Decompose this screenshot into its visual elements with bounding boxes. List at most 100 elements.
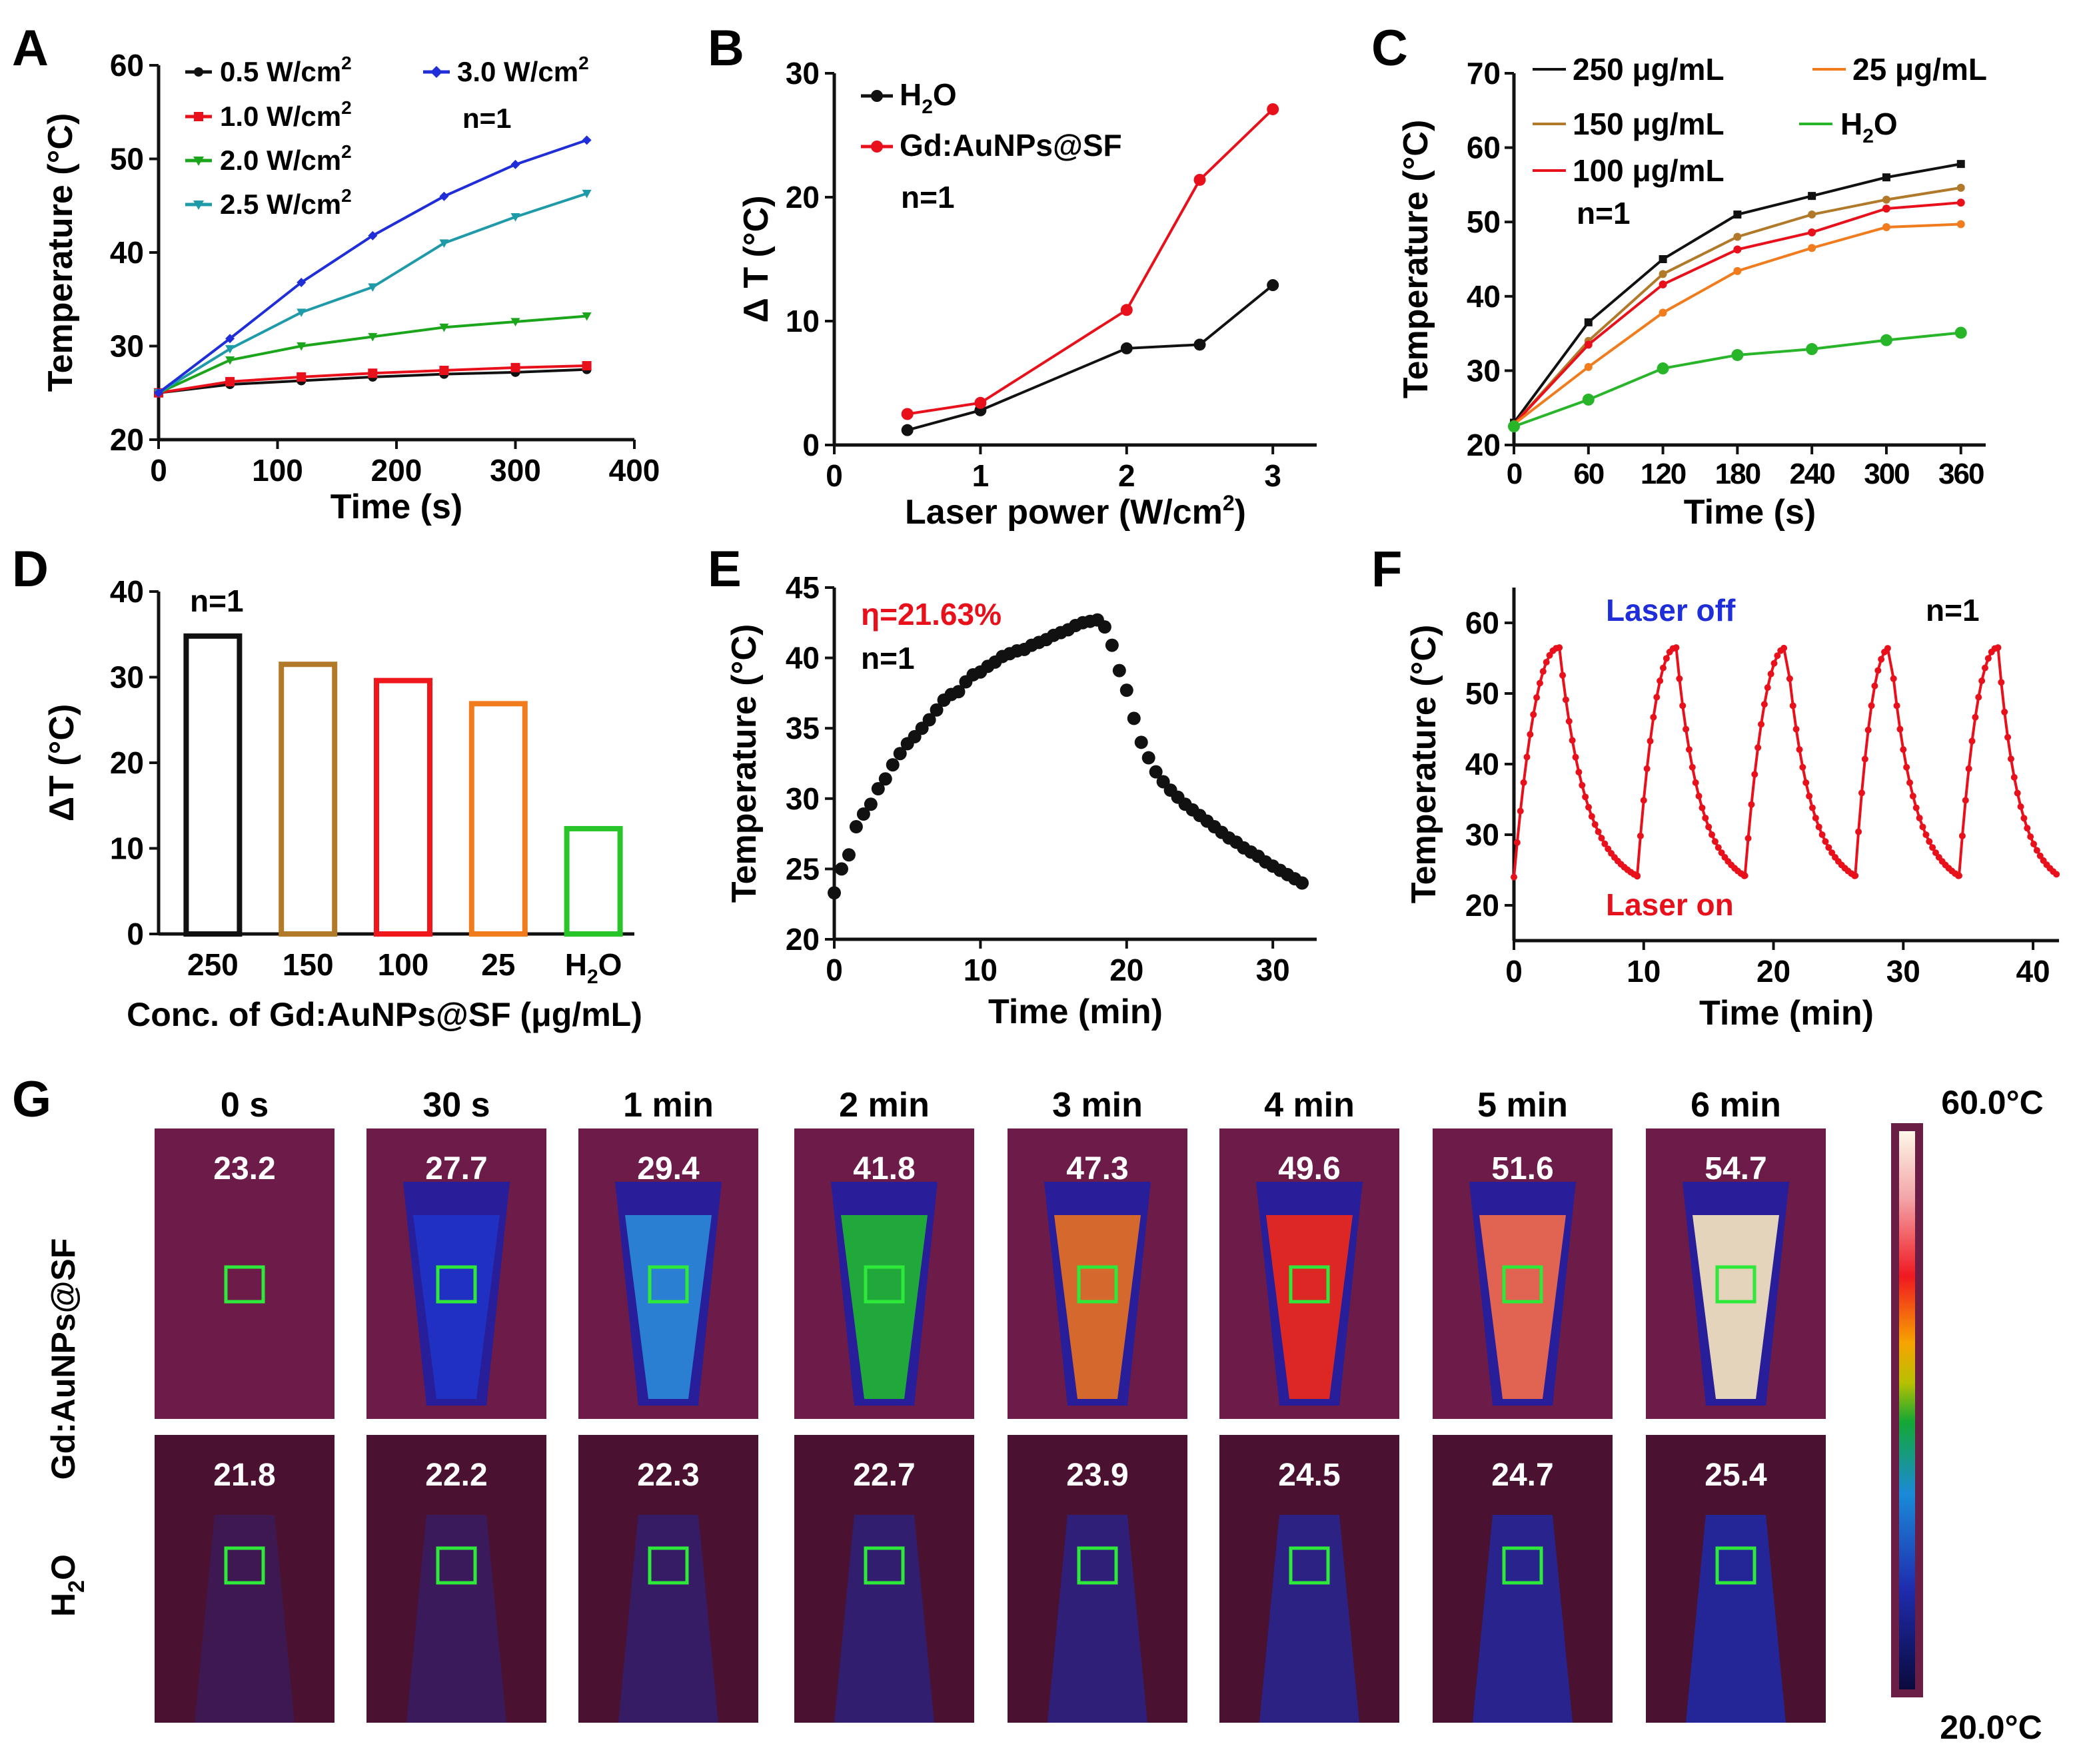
annotation-e: n=1 [861, 641, 915, 675]
panel-f-series [1511, 644, 2060, 881]
data-point-f [1530, 711, 1537, 718]
data-point-f [1890, 675, 1897, 682]
roi-box [1502, 1265, 1543, 1304]
y-tick-label: 60 [1467, 131, 1501, 165]
x-axis-label: Conc. of Gd:AuNPs@SF (μg/mL) [127, 996, 642, 1033]
tile-temperature: 49.6 [1278, 1151, 1340, 1186]
x-tick-label: 20 [1756, 954, 1790, 989]
tile-temperature: 41.8 [853, 1151, 915, 1186]
data-point-f [1884, 645, 1891, 652]
thermal-tile [366, 1435, 546, 1723]
data-point-e [828, 886, 841, 900]
data-point-f [1705, 823, 1713, 831]
data-point-f [1792, 725, 1800, 733]
row-label-h2o: H2O [45, 1554, 89, 1617]
thermal-tube [834, 1515, 934, 1723]
annotation-d: n=1 [190, 584, 244, 618]
tile-temperature: 24.7 [1491, 1458, 1553, 1493]
panel-d-axes: 0 10 20 30 40 Conc. of Gd:AuNPs@SF (μg/mL) ΔT … [43, 574, 642, 1033]
data-point-e [893, 747, 907, 761]
data-point-f [1715, 844, 1722, 851]
roi-box [224, 1265, 265, 1304]
roi-box [1502, 1546, 1543, 1585]
x-tick-label: 150 [283, 947, 334, 982]
roi-box [648, 1546, 689, 1585]
data-point-f [1585, 803, 1592, 811]
data-point-f [1808, 804, 1816, 811]
data-point-f [1861, 755, 1868, 763]
data-point-f [1874, 667, 1882, 674]
y-tick-label: 30 [1465, 817, 1499, 852]
tile-temperature: 29.4 [637, 1151, 700, 1186]
data-point-e [952, 685, 966, 699]
data-point-f [2014, 789, 2021, 797]
data-point-f [1582, 793, 1589, 801]
time-label: 30 s [422, 1086, 490, 1124]
thermal-tube [406, 1515, 506, 1723]
x-tick-label: 400 [609, 453, 660, 488]
legend-a-0: 0.5 W/cm2 [220, 53, 352, 87]
data-point-f [1815, 823, 1822, 831]
data-point-e [856, 807, 870, 821]
data-point-f [1562, 696, 1569, 703]
data-point-f [1864, 726, 1872, 733]
x-tick-label: 120 [1641, 458, 1686, 490]
tile-temperature: 22.2 [425, 1458, 487, 1493]
panel-label-c: C [1371, 20, 1408, 77]
data-point-c [1659, 280, 1667, 288]
tile-temperature: 23.9 [1066, 1458, 1128, 1493]
y-tick-label: 60 [110, 48, 144, 83]
legend-b-0: H2O [900, 77, 957, 118]
data-point-f [1650, 713, 1657, 721]
annotation-c: n=1 [1577, 196, 1631, 230]
data-point-e [1105, 638, 1119, 652]
data-point-e [1112, 663, 1126, 677]
data-point-b [1193, 338, 1206, 351]
data-point-f [1909, 793, 1916, 800]
data-point-f [2004, 733, 2012, 741]
data-point-b [901, 424, 914, 436]
data-point-f [1984, 655, 1992, 662]
panel-e-axes: 0 10 20 30 20 25 30 35 40 45 Time (min) Temperature… [725, 570, 1317, 1031]
series-line-f [1513, 645, 2058, 879]
data-point-f [1767, 670, 1774, 677]
panel-label-a: A [12, 20, 49, 77]
panel-b-legend: H2O Gd:AuNPs@SF n=1 [861, 77, 1122, 215]
y-axis-label: Temperature (°C) [1405, 625, 1443, 904]
data-point-f [1855, 828, 1862, 835]
data-point-f [1673, 644, 1680, 652]
data-point-b [1120, 304, 1133, 316]
data-point-f [1692, 779, 1699, 786]
data-point-f [1741, 872, 1748, 879]
time-label: 5 min [1477, 1086, 1568, 1124]
data-point-f [1536, 679, 1543, 687]
data-point-a [439, 239, 449, 248]
data-point-f [1903, 763, 1910, 771]
scale-max-label: 60.0°C [1941, 1084, 2043, 1121]
data-point-f [1799, 763, 1806, 771]
data-point-f [1556, 644, 1563, 652]
x-axis-label: Time (s) [331, 488, 462, 526]
y-axis-label: ΔT (°C) [43, 704, 81, 822]
tile-temperature: 25.4 [1705, 1458, 1767, 1493]
y-tick-label: 20 [1467, 428, 1501, 462]
data-point-f [1828, 849, 1836, 857]
data-point-f [1822, 838, 1829, 845]
data-point-a [582, 361, 592, 371]
data-point-f [1958, 832, 1966, 839]
x-tick-label: 0 [826, 458, 843, 493]
data-point-f [1685, 746, 1693, 753]
panel-c-legend: 250 μg/mL 150 μg/mL 100 μg/mL 25 μg/mL H… [1533, 52, 1987, 230]
y-tick-label: 10 [110, 831, 144, 866]
thermal-hotspot [1054, 1215, 1141, 1399]
data-point-f [1572, 753, 1579, 761]
data-point-c [1956, 160, 1965, 169]
data-point-f [1981, 664, 1988, 671]
data-point-f [1758, 721, 1765, 728]
label-laser-on: Laser on [1606, 887, 1734, 922]
thermal-hotspot [1266, 1215, 1353, 1399]
data-point-f [1916, 814, 1923, 821]
data-point-f [1598, 835, 1605, 842]
